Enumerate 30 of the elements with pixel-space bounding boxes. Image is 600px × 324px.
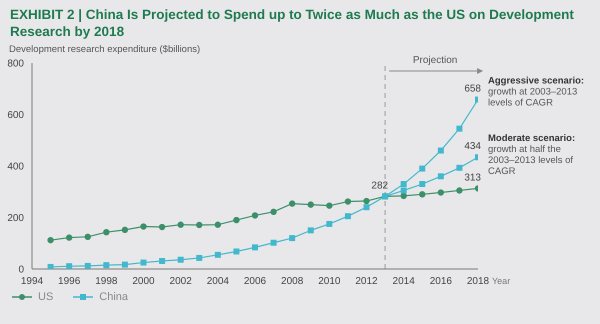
y-tick-label: 800	[7, 58, 24, 70]
y-tick-label: 0	[18, 264, 24, 276]
annotation: Aggressive scenario: growth at 2003–2013 levels of CAGR	[488, 76, 584, 109]
x-tick-label: 2006	[244, 276, 267, 288]
x-tick-label: 2018	[466, 276, 490, 288]
chart-title: EXHIBIT 2 | China Is Projected to Spend up to Twice as Much as the US on Development Research by 2018	[9, 6, 575, 40]
x-tick-label: 1998	[95, 276, 118, 288]
y-tick-label: 200	[7, 213, 24, 224]
data-label: 282	[371, 180, 389, 192]
x-axis-title: Year	[492, 276, 510, 286]
x-tick-label: 2012	[355, 276, 378, 288]
x-tick-label: 2008	[281, 276, 304, 288]
x-tick-label: 1996	[58, 276, 81, 288]
legend-label: US	[38, 291, 54, 303]
x-tick-label: 2004	[206, 276, 230, 288]
annotation: Moderate scenario: growth at half the 2003–2013 levels of CAGR	[488, 133, 576, 178]
x-tick-label: 2002	[170, 276, 192, 288]
data-label: 313	[464, 172, 482, 184]
x-tick-label: 1994	[20, 276, 44, 288]
ref-line-label: Projection	[412, 55, 458, 66]
x-tick-label: 2016	[430, 276, 452, 288]
y-tick-label: 400	[7, 162, 24, 173]
y-axis-title: Development research expenditure ($billions)	[8, 44, 202, 55]
legend-label: China	[99, 291, 128, 303]
y-tick-label: 600	[7, 110, 24, 122]
data-label: 658	[464, 84, 482, 95]
x-tick-label: 2010	[318, 276, 341, 288]
x-tick-label: 2014	[392, 276, 416, 288]
x-tick-label: 2000	[132, 276, 156, 288]
data-label: 434	[464, 141, 482, 152]
